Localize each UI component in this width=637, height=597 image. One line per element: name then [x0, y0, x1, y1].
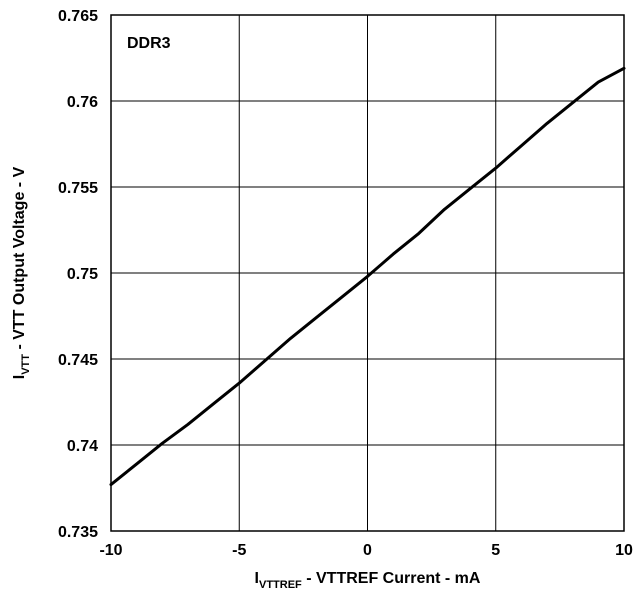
x-tick-label-4: 10 — [615, 542, 633, 559]
x-tick-label-0: -10 — [99, 542, 122, 559]
x-tick-label-2: 0 — [363, 542, 372, 559]
x-tick-label-1: -5 — [232, 542, 246, 559]
y-axis-title-suffix: - VTT Output Voltage - V — [11, 166, 28, 354]
y-axis-title-subscript: VTT — [20, 354, 32, 375]
x-axis-title: IVTTREF - VTTREF Current - mA — [255, 570, 481, 591]
y-tick-label-4: 0.755 — [58, 180, 98, 197]
y-tick-labels: 0.735 0.74 0.745 0.75 0.755 0.76 0.765 — [58, 8, 98, 541]
x-axis-title-subscript: VTTREF — [259, 579, 302, 591]
y-tick-label-0: 0.735 — [58, 524, 98, 541]
y-tick-label-1: 0.74 — [67, 438, 98, 455]
y-tick-label-5: 0.76 — [67, 94, 98, 111]
y-tick-label-6: 0.765 — [58, 8, 98, 25]
series-layer — [109, 66, 626, 487]
plot-area-frame — [110, 14, 625, 532]
x-axis-title-suffix: - VTTREF Current - mA — [302, 570, 481, 587]
y-tick-label-3: 0.75 — [67, 266, 98, 283]
x-tick-labels: -10 -5 0 5 10 — [99, 542, 633, 559]
chart-annotation-ddr3: DDR3 — [127, 35, 171, 52]
grid-lines — [110, 14, 625, 532]
x-axis-title-prefix: I — [255, 570, 259, 587]
y-axis-title-prefix: I — [11, 375, 28, 379]
y-tick-label-2: 0.745 — [58, 352, 98, 369]
series-line-0 — [109, 66, 626, 487]
x-tick-label-3: 5 — [491, 542, 500, 559]
y-axis-title: IVTT - VTT Output Voltage - V — [11, 166, 32, 379]
